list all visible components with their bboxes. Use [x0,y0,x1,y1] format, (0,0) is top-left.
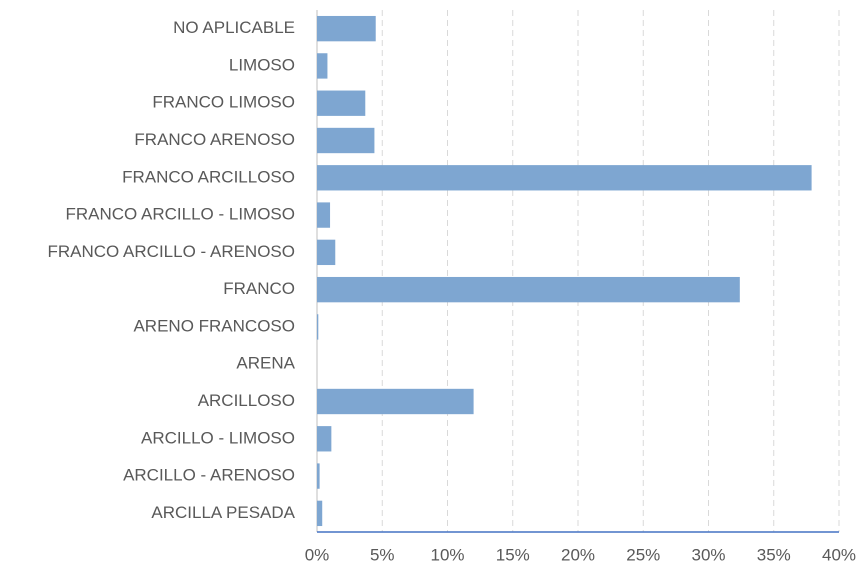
y-tick-label: FRANCO LIMOSO [152,93,295,112]
bar [317,463,320,489]
bar [317,53,328,79]
bar [317,15,376,42]
bar [317,500,323,527]
bar [317,90,366,116]
y-tick-label: ARCILLA PESADA [151,503,295,522]
y-tick-label: LIMOSO [229,55,295,74]
x-tick-label: 5% [370,545,395,564]
x-tick-label: 10% [430,545,464,564]
bar [317,202,331,228]
x-tick-label: 15% [496,545,530,564]
x-tick-label: 0% [305,545,330,564]
bar [317,314,319,340]
y-tick-label: ARCILLO - ARENOSO [123,466,295,485]
x-tick-label: 20% [561,545,595,564]
bar [317,165,812,191]
x-tick-label: 25% [626,545,660,564]
y-tick-label: ARENA [236,354,295,373]
bar [317,276,740,303]
bar [317,388,474,415]
x-tick-label: 40% [822,545,856,564]
y-tick-label: FRANCO ARCILLO - ARENOSO [48,242,296,261]
x-tick-label: 35% [757,545,791,564]
y-tick-label: ARCILLOSO [198,391,295,410]
y-tick-label: FRANCO ARCILLOSO [122,167,295,186]
y-tick-label: ARENO FRANCOSO [133,316,295,335]
y-tick-label: FRANCO ARENOSO [134,130,295,149]
x-tick-label: 30% [691,545,725,564]
y-tick-label: FRANCO [223,279,295,298]
y-tick-label: FRANCO ARCILLO - LIMOSO [65,205,295,224]
y-tick-label: NO APLICABLE [173,18,295,37]
y-tick-label: ARCILLO - LIMOSO [141,428,295,447]
bar [317,426,332,452]
bar [317,127,375,154]
bar [317,239,336,266]
